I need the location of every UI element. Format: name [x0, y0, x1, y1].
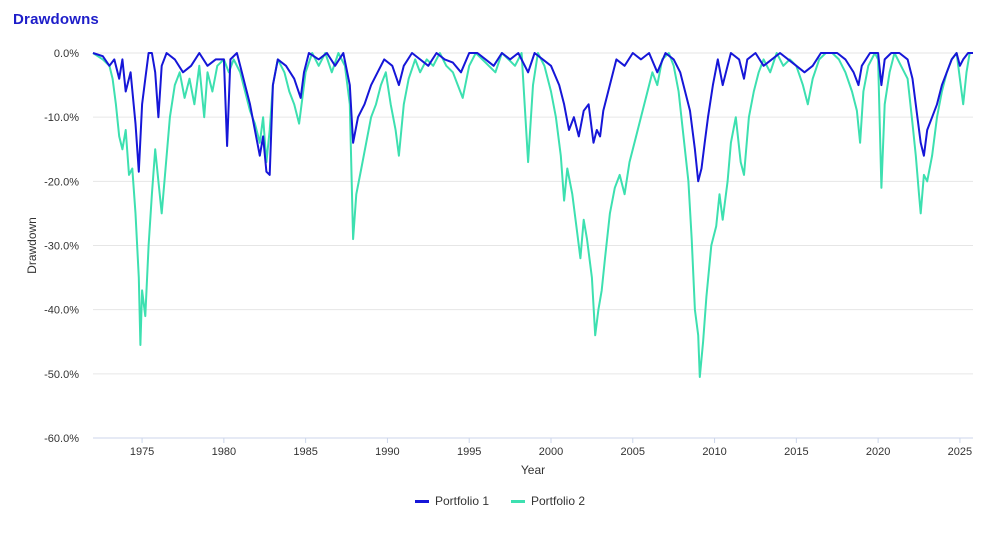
y-tick-label: -30.0% [44, 241, 79, 253]
legend-label: Portfolio 2 [531, 494, 586, 508]
y-axis-label: Drawdown [25, 217, 39, 274]
x-tick-label: 2005 [621, 446, 645, 458]
x-tick-label: 1995 [457, 446, 481, 458]
legend-label: Portfolio 1 [434, 494, 489, 508]
y-tick-label: -10.0% [44, 112, 79, 124]
x-tick-label: 1975 [130, 446, 154, 458]
chart-title: Drawdowns [13, 11, 99, 28]
y-tick-label: -40.0% [44, 305, 79, 317]
x-tick-label: 2010 [702, 446, 726, 458]
x-tick-label: 2025 [948, 446, 972, 458]
y-tick-label: -50.0% [44, 369, 79, 381]
series-line-portfolio-1 [92, 52, 973, 183]
y-tick-labels: 0.0% -10.0% -20.0% -30.0% -40.0% -50.0% -60.0% [44, 48, 79, 445]
legend-item-portfolio-1[interactable]: Portfolio 1 [414, 494, 489, 508]
legend-item-portfolio-2[interactable]: Portfolio 2 [511, 494, 585, 508]
x-axis-label: Year [521, 463, 545, 477]
legend-swatch [414, 499, 429, 503]
legend: Portfolio 1 Portfolio 2 [0, 494, 1000, 508]
x-tick-label: 2015 [784, 446, 808, 458]
series-lines [92, 52, 973, 378]
x-tick-label: 2000 [539, 446, 563, 458]
x-tick-labels: 1975 1980 1985 1990 1995 2000 2005 2010 2015 2020… [130, 438, 972, 458]
y-tick-label: -20.0% [44, 176, 79, 188]
y-tick-label: 0.0% [54, 48, 79, 60]
x-tick-label: 1980 [212, 446, 236, 458]
y-tick-label: -60.0% [44, 433, 79, 445]
legend-swatch [511, 499, 525, 503]
x-tick-label: 1985 [293, 446, 317, 458]
x-tick-label: 1990 [375, 446, 399, 458]
series-line-portfolio-2 [92, 52, 973, 378]
x-tick-label: 2020 [866, 446, 890, 458]
